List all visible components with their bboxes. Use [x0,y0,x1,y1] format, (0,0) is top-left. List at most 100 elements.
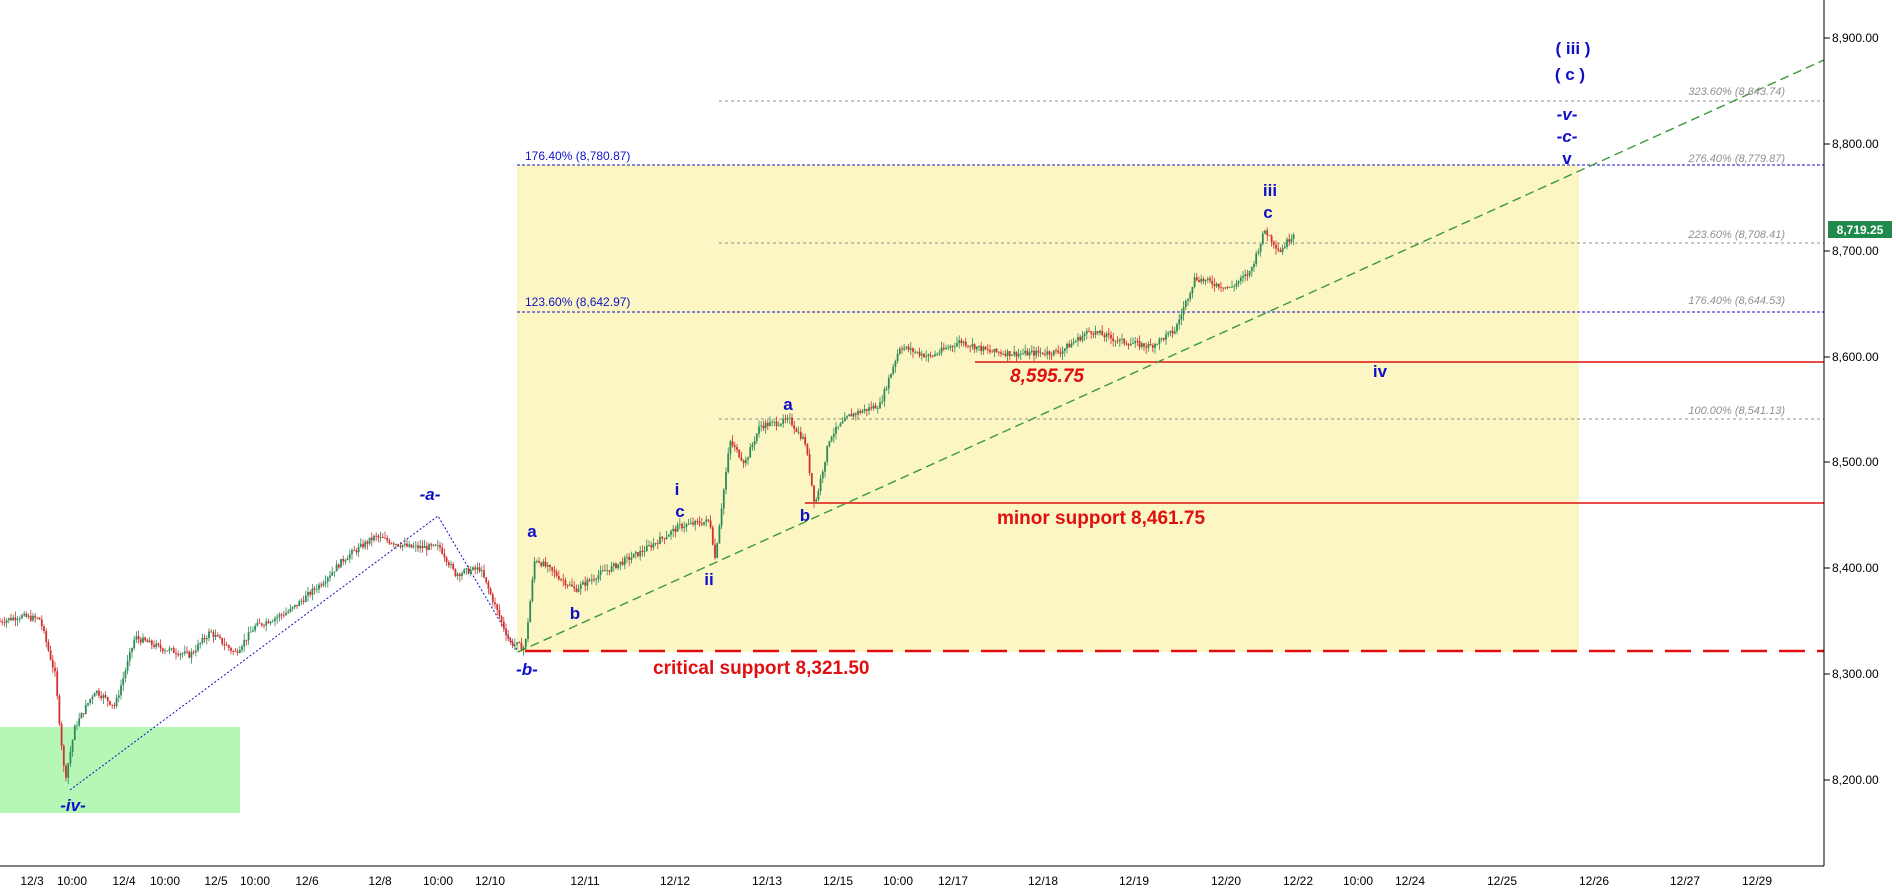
candle-body [78,718,81,726]
candle-body [340,558,342,568]
candle-body [874,405,877,409]
candle-body [1052,350,1055,356]
candle-body [439,545,441,548]
candle-body [1165,334,1167,340]
candle-body [562,579,565,581]
candle-body [505,628,507,636]
candle-body [894,361,897,367]
candle-body [1092,333,1095,335]
candle-body [485,577,488,583]
fib-label-right: 276.40% (8,779.87) [1687,153,1785,165]
candle-body [465,568,468,570]
candle-body [1151,345,1154,348]
x-tick-label: 12/5 [204,874,228,888]
wave-label: c [675,502,684,521]
candle-body [1176,324,1178,332]
candle-body [817,491,820,500]
candle-body [1013,351,1016,355]
candle-body [1050,354,1053,356]
candle-body [733,445,736,448]
candle-body [676,524,679,532]
candle-body [29,615,32,621]
candle-body [1068,343,1071,348]
candle-body [1253,263,1255,268]
x-tick-label: 10:00 [423,874,453,888]
wave-label: i [675,480,680,499]
candle-body [1048,351,1051,355]
candle-body [909,348,912,350]
candle-body [643,551,646,553]
y-tick-label: 8,800.00 [1832,137,1879,151]
candle-body [311,588,314,595]
wave-label: -c- [1557,127,1578,146]
candle-body [507,635,510,639]
candle-body [775,421,778,426]
candle-body [1191,286,1194,294]
candle-body [1083,333,1086,337]
candle-body [366,541,369,544]
candle-body [760,425,763,427]
x-tick-label: 12/10 [475,874,505,888]
candle-body [1169,330,1172,333]
candle-body [14,617,17,621]
candle-body [128,652,131,661]
candle-body [918,351,921,356]
candle-body [54,667,56,672]
candle-body [25,613,28,617]
candle-body [267,621,270,624]
wave-label: -b- [516,660,538,679]
x-tick-label: 10:00 [883,874,913,888]
candle-body [714,544,716,558]
candle-body [489,588,492,595]
candle-body [705,519,708,523]
wave-label: a [527,522,537,541]
candle-body [564,580,567,586]
candle-body [566,585,569,586]
candle-body [498,609,501,617]
candle-body [577,588,580,592]
candle-body [857,411,859,415]
candle-body [337,564,340,568]
x-tick-label: 12/6 [295,874,319,888]
candle-body [351,550,353,555]
candle-body [260,623,263,626]
candle-body [538,561,540,563]
candle-body [650,545,653,548]
candle-body [703,522,705,525]
candle-body [201,637,204,643]
candle-body [36,617,39,619]
candle-body [205,638,208,640]
candle-body [282,614,285,616]
candle-body [940,347,943,353]
wave-label: -v- [1557,105,1578,124]
candle-body [813,485,815,502]
candle-body [458,573,461,576]
candle-body [758,426,760,434]
x-tick-label: 12/17 [938,874,968,888]
candle-body [1213,284,1216,287]
candle-body [441,547,444,554]
candle-body [1028,352,1031,356]
candle-body [716,543,719,558]
candle-body [848,414,851,417]
candle-body [868,407,870,411]
x-tick-label: 12/8 [368,874,392,888]
candle-body [722,489,725,509]
candle-body [192,652,195,653]
candle-body [1077,336,1079,341]
candle-body [348,554,351,559]
candle-body [1107,333,1110,335]
candle-body [575,588,578,592]
candle-body [135,636,138,640]
candle-body [903,347,906,350]
candle-body [397,544,400,546]
candle-body [971,344,974,347]
candle-body [1261,233,1264,244]
candle-body [584,582,587,586]
candle-body [854,413,857,415]
candle-body [10,618,12,621]
candle-body [142,637,144,643]
candle-body [1286,239,1288,247]
x-tick-label: 12/19 [1119,874,1149,888]
candle-body [131,647,133,653]
